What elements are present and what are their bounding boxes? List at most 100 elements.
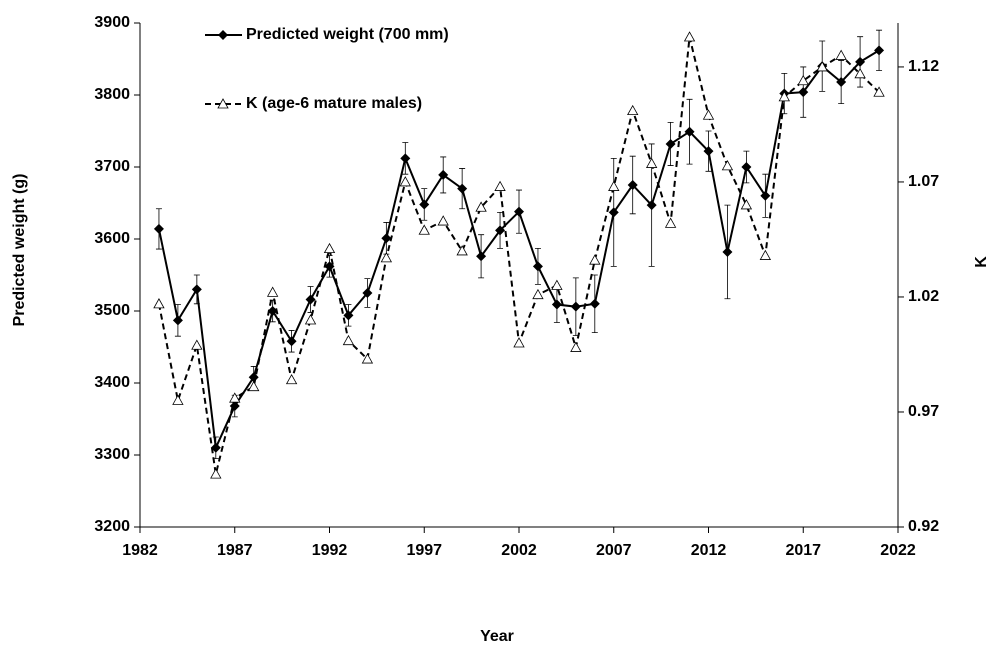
point xyxy=(646,200,657,211)
x-tick-label: 1997 xyxy=(406,542,442,559)
x-tick-label: 2022 xyxy=(880,542,916,559)
point xyxy=(380,252,393,263)
point xyxy=(740,199,753,210)
y-tick-label: 3400 xyxy=(94,374,130,391)
point xyxy=(248,372,259,383)
point xyxy=(627,180,638,190)
point xyxy=(342,334,355,346)
point xyxy=(381,233,392,244)
x-tick-label: 1992 xyxy=(312,542,348,559)
point xyxy=(285,373,298,385)
point xyxy=(589,298,600,309)
y-tick-label: 3900 xyxy=(94,14,130,31)
point xyxy=(437,215,449,226)
point xyxy=(172,315,183,326)
point xyxy=(722,246,733,257)
point xyxy=(664,217,677,228)
point xyxy=(855,56,866,67)
x-tick-label: 2012 xyxy=(691,542,727,559)
point xyxy=(362,288,373,298)
point xyxy=(759,249,772,260)
y2-tick-label: 1.02 xyxy=(908,288,939,305)
point xyxy=(816,61,828,72)
point xyxy=(627,104,639,116)
point xyxy=(551,299,562,310)
point xyxy=(419,199,430,210)
y-tick-label: 3700 xyxy=(94,158,130,175)
point xyxy=(798,87,809,98)
y2-axis-label: K xyxy=(973,256,990,268)
point xyxy=(513,337,525,348)
x-tick-label: 2002 xyxy=(501,542,537,559)
point xyxy=(305,294,316,305)
y2-tick-label: 0.97 xyxy=(908,403,939,420)
point xyxy=(229,392,241,403)
y-tick-label: 3200 xyxy=(94,518,130,535)
point xyxy=(456,245,468,256)
point xyxy=(760,190,771,201)
point xyxy=(475,201,487,212)
point xyxy=(418,224,430,235)
x-tick-label: 1987 xyxy=(217,542,253,559)
point xyxy=(495,225,506,236)
point xyxy=(153,223,164,234)
legend-marker xyxy=(217,98,229,109)
point xyxy=(665,138,676,149)
point xyxy=(191,284,202,295)
point xyxy=(172,394,184,405)
point xyxy=(721,160,734,171)
point xyxy=(304,314,317,325)
y2-tick-label: 0.92 xyxy=(908,518,939,535)
point xyxy=(645,157,658,168)
point xyxy=(778,91,790,102)
x-axis-label: Year xyxy=(480,628,514,645)
point xyxy=(874,45,885,56)
point xyxy=(266,286,279,297)
point xyxy=(570,341,582,352)
point xyxy=(343,310,354,321)
point xyxy=(323,242,336,254)
y2-tick-label: 1.07 xyxy=(908,173,939,190)
y2-tick-label: 1.12 xyxy=(908,58,939,75)
y-tick-label: 3500 xyxy=(94,302,130,319)
point xyxy=(248,380,260,392)
point xyxy=(267,306,278,316)
point xyxy=(153,298,165,309)
point xyxy=(476,251,487,262)
point xyxy=(514,206,524,217)
point xyxy=(835,49,847,60)
point xyxy=(873,86,885,97)
legend-label: K (age-6 mature males) xyxy=(246,95,422,112)
legend-label: Predicted weight (700 mm) xyxy=(246,26,449,43)
point xyxy=(608,207,619,218)
point xyxy=(683,31,696,42)
x-tick-label: 1982 xyxy=(122,542,158,559)
point xyxy=(286,336,297,347)
point xyxy=(741,162,752,172)
point xyxy=(854,68,866,79)
y-tick-label: 3300 xyxy=(94,446,130,463)
y-tick-label: 3800 xyxy=(94,86,130,103)
point xyxy=(191,339,203,350)
point xyxy=(703,146,714,157)
point xyxy=(608,180,620,191)
y-axis-label: Predicted weight (g) xyxy=(11,174,28,327)
point xyxy=(400,153,411,164)
point xyxy=(532,288,544,300)
point xyxy=(551,279,563,290)
point xyxy=(589,254,601,265)
x-tick-label: 2017 xyxy=(785,542,821,559)
point xyxy=(797,74,809,86)
x-tick-label: 2007 xyxy=(596,542,632,559)
point xyxy=(361,353,374,364)
point xyxy=(532,261,543,272)
point xyxy=(684,126,695,137)
point xyxy=(210,468,222,479)
point xyxy=(836,77,847,88)
point xyxy=(399,176,411,187)
point xyxy=(438,169,449,180)
legend-marker xyxy=(218,30,228,40)
point xyxy=(494,180,506,191)
point xyxy=(702,109,715,120)
